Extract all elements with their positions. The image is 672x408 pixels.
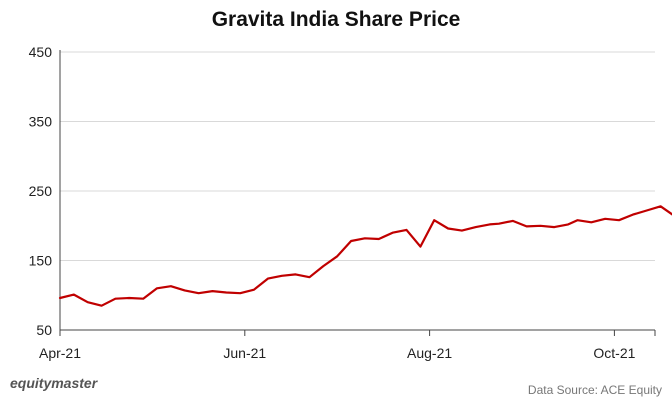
brand-logo-text: equitymaster [10, 375, 98, 391]
y-tick-label: 450 [29, 44, 53, 60]
x-axis: Apr-21Jun-21Aug-21Oct-21Dec-21Feb-22Apr-… [39, 50, 656, 361]
x-tick-label: Oct-21 [593, 345, 635, 361]
series-line-share-price [58, 205, 672, 307]
y-tick-label: 50 [36, 322, 52, 338]
x-tick-label: Apr-21 [39, 345, 81, 361]
chart-title: Gravita India Share Price [211, 8, 461, 31]
series-layer [58, 205, 672, 307]
x-tick-label: Aug-21 [407, 345, 452, 361]
data-source-note: Data Source: ACE Equity [527, 383, 662, 397]
y-tick-label: 250 [29, 183, 53, 199]
y-tick-label: 150 [29, 253, 53, 269]
y-tick-label: 350 [29, 114, 53, 130]
gridlines [60, 51, 655, 261]
y-axis-ticks: 50 150 250 350 450 [29, 44, 53, 338]
x-tick-label: Jun-21 [223, 345, 266, 361]
